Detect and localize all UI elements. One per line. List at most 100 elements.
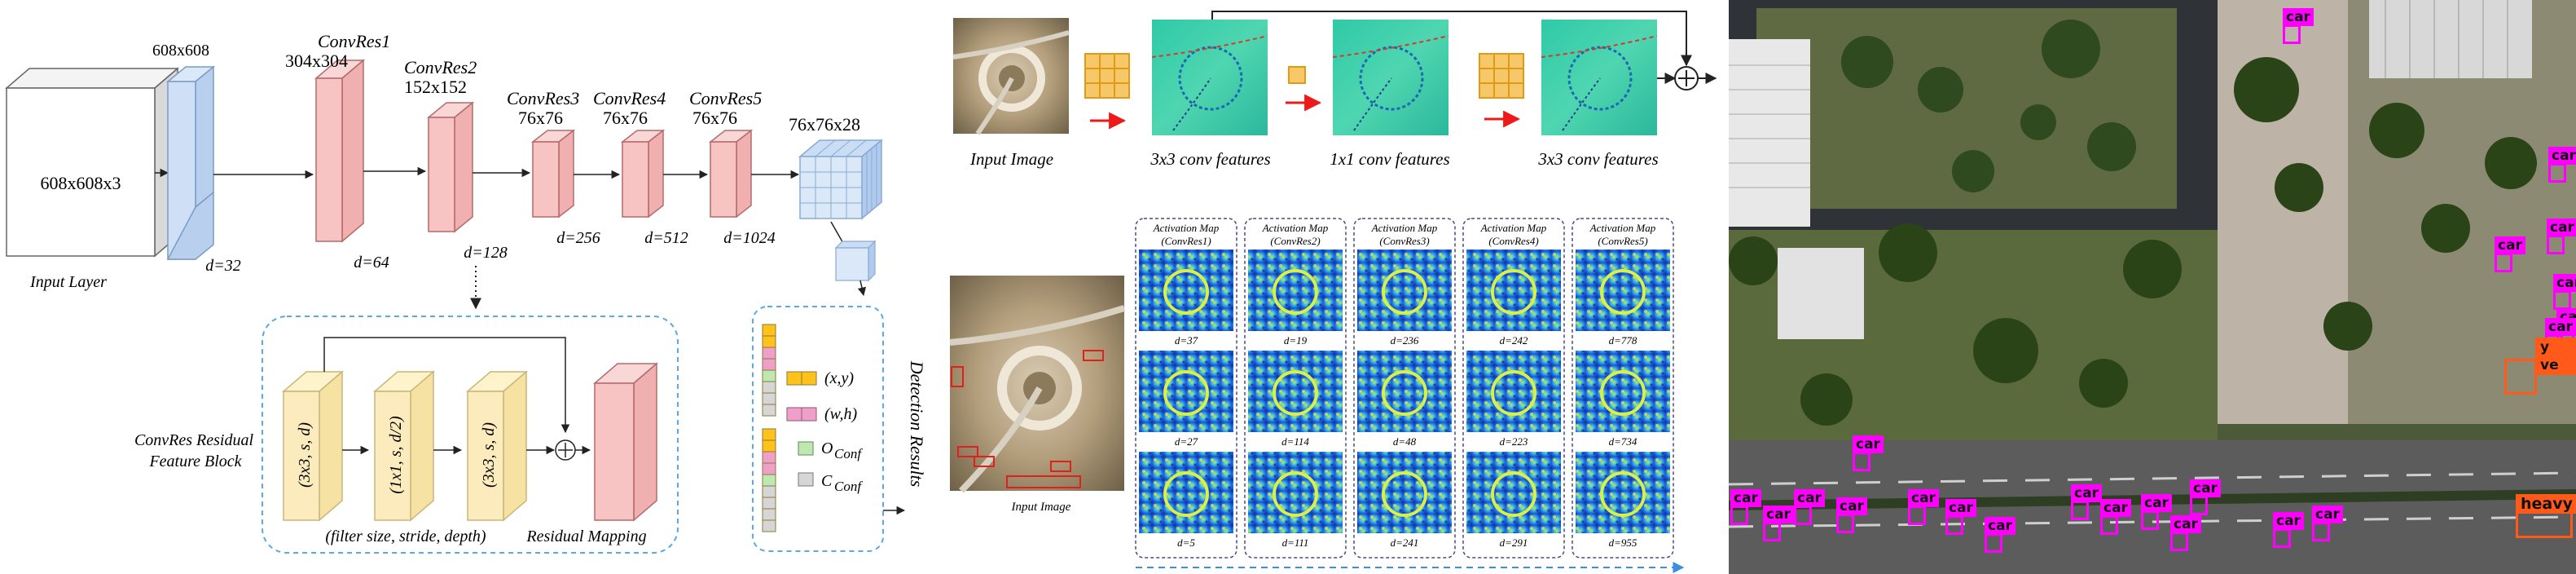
car-detection-label: car bbox=[2547, 219, 2576, 236]
activation-map-depth: d=955 bbox=[1609, 536, 1637, 549]
car-detection-box bbox=[2100, 515, 2118, 535]
residual-layer-2: (1x1, s, d/2) bbox=[375, 372, 433, 520]
activation-column-subtitle: (ConvRes5) bbox=[1598, 235, 1647, 247]
convres2-size: 152x152 bbox=[404, 77, 467, 97]
kernel-1x1-icon bbox=[1289, 67, 1305, 83]
activation-map bbox=[1466, 249, 1561, 331]
car-detection-label: car bbox=[2170, 515, 2201, 533]
feature-input-image bbox=[953, 18, 1069, 134]
convres4-size: 76x76 bbox=[603, 108, 648, 128]
feature-stage2-label: 1x1 conv features bbox=[1330, 149, 1449, 169]
activation-column: Activation Map(ConvRes5) d=778 d=734 d=955 bbox=[1572, 219, 1673, 558]
car-detection-label: car bbox=[1908, 489, 1939, 507]
convres1-block: ConvRes1 304x304 d=64 bbox=[285, 31, 390, 272]
car-detection-box bbox=[1836, 514, 1854, 533]
convres5-size: 76x76 bbox=[692, 108, 737, 128]
activation-map-depth: d=223 bbox=[1500, 435, 1528, 448]
activation-map-depth: d=236 bbox=[1391, 334, 1419, 347]
activation-input-label: Input Image bbox=[1011, 501, 1071, 514]
residual-layer-2-label: (1x1, s, d/2) bbox=[387, 416, 405, 494]
convres4-block: ConvRes4 76x76 d=512 bbox=[593, 88, 688, 247]
activation-map-depth: d=5 bbox=[1177, 536, 1195, 549]
car-detection-box bbox=[2495, 253, 2512, 272]
car-detection-box bbox=[1945, 515, 1963, 535]
activation-column-subtitle: (ConvRes3) bbox=[1379, 235, 1429, 247]
convres3-depth: d=256 bbox=[556, 229, 600, 247]
car-detection-label: car bbox=[2273, 512, 2304, 530]
legend-o-conf-main: O bbox=[821, 439, 833, 457]
convres5-depth: d=1024 bbox=[723, 229, 776, 247]
car-detection-box bbox=[2071, 501, 2089, 520]
residual-title-line2: Feature Block bbox=[148, 453, 242, 470]
blue-block-depth: d=32 bbox=[205, 257, 241, 275]
legend-wh: (w,h) bbox=[787, 405, 858, 423]
activation-column-subtitle: (ConvRes1) bbox=[1161, 235, 1211, 247]
convres1-size: 304x304 bbox=[285, 51, 348, 71]
residual-mapping-label: Residual Mapping bbox=[525, 528, 646, 545]
activation-map-depth: d=19 bbox=[1284, 334, 1308, 347]
convres4-depth: d=512 bbox=[644, 229, 688, 247]
car-detection-box bbox=[2190, 496, 2208, 515]
activation-map-depth: d=734 bbox=[1609, 435, 1637, 448]
detection-vector-container: (x,y) (w,h) O Conf C Conf Detection Resu… bbox=[753, 307, 927, 551]
partial-vehicle-detection-label: y ve bbox=[2535, 338, 2576, 375]
activation-column-title: Activation Map bbox=[1371, 222, 1438, 234]
car-detection-box bbox=[2283, 24, 2301, 44]
residual-layer-1: (3x3, s, d) bbox=[284, 372, 342, 520]
car-detection-box bbox=[2312, 522, 2330, 541]
activation-input-image bbox=[950, 276, 1124, 491]
feature-stage1-label: 3x3 conv features bbox=[1150, 149, 1270, 169]
residual-block-container: ConvRes Residual Feature Block (3x3, s, … bbox=[134, 316, 678, 553]
activation-column: Activation Map(ConvRes3)d=236d=48d=241 bbox=[1354, 219, 1455, 558]
car-detection-label: car bbox=[2312, 506, 2343, 523]
activation-map-depth: d=291 bbox=[1500, 536, 1528, 549]
car-detection-label: car bbox=[2553, 274, 2576, 292]
activation-map bbox=[1139, 351, 1233, 432]
car-detection-label: car bbox=[1945, 499, 1976, 517]
output-grid-block: 76x76x28 bbox=[789, 114, 881, 219]
activation-column-title: Activation Map bbox=[1262, 222, 1329, 234]
car-detection-label: car bbox=[1730, 489, 1761, 507]
car-detection-label: car bbox=[2100, 499, 2131, 517]
residual-legend: (filter size, stride, depth) bbox=[325, 528, 486, 545]
activation-column-title: Activation Map bbox=[1153, 222, 1220, 234]
activation-map-depth: d=48 bbox=[1393, 435, 1417, 448]
detection-result-image bbox=[1729, 0, 2576, 574]
feature-stage3-label: 3x3 conv features bbox=[1537, 149, 1658, 169]
feature-input-label: Input Image bbox=[969, 149, 1053, 169]
activation-map-depth: d=114 bbox=[1281, 435, 1309, 448]
legend-xy: (x,y) bbox=[787, 369, 854, 387]
residual-layer-3: (3x3, s, d) bbox=[468, 372, 526, 520]
car-detection-box bbox=[2553, 290, 2571, 310]
legend-o-conf: O Conf bbox=[798, 439, 863, 461]
car-detection-box bbox=[2273, 528, 2291, 548]
convres5-block: ConvRes5 76x76 d=1024 bbox=[689, 88, 776, 247]
activation-map bbox=[1466, 351, 1561, 432]
convres3-name: ConvRes3 bbox=[507, 88, 579, 108]
convres3-block: ConvRes3 76x76 d=256 bbox=[507, 88, 600, 247]
activation-map bbox=[1357, 249, 1452, 331]
activation-map bbox=[1248, 351, 1343, 432]
car-detection-box bbox=[2141, 510, 2159, 530]
feature-map-2 bbox=[1333, 20, 1448, 135]
car-detection-box bbox=[2548, 163, 2566, 183]
activation-column: Activation Map(ConvRes4) d=242 d=223 d=291 bbox=[1463, 219, 1564, 558]
car-detection-label: car bbox=[2071, 484, 2102, 502]
activation-column-subtitle: (ConvRes2) bbox=[1270, 235, 1320, 247]
grid-cell-pullout bbox=[831, 222, 875, 295]
car-detection-box bbox=[1985, 533, 2002, 553]
convres5-name: ConvRes5 bbox=[689, 88, 762, 108]
residual-mapping-block bbox=[595, 364, 657, 520]
car-detection-box bbox=[2547, 235, 2565, 254]
detection-title: Detection Results bbox=[907, 360, 927, 488]
output-grid-size: 76x76x28 bbox=[789, 114, 860, 135]
car-detection-box bbox=[1730, 506, 1748, 525]
kernel-3x3-icon-2 bbox=[1479, 54, 1523, 98]
activation-map-depth: d=37 bbox=[1175, 334, 1198, 347]
activation-map bbox=[1248, 249, 1343, 331]
input-layer-size: 608x608x3 bbox=[41, 173, 121, 193]
car-detection-label: car bbox=[2283, 8, 2314, 26]
activation-map-depth: d=111 bbox=[1282, 536, 1309, 549]
car-detection-label: car bbox=[1836, 497, 1867, 515]
residual-layer-3-label: (3x3, s, d) bbox=[480, 422, 498, 488]
